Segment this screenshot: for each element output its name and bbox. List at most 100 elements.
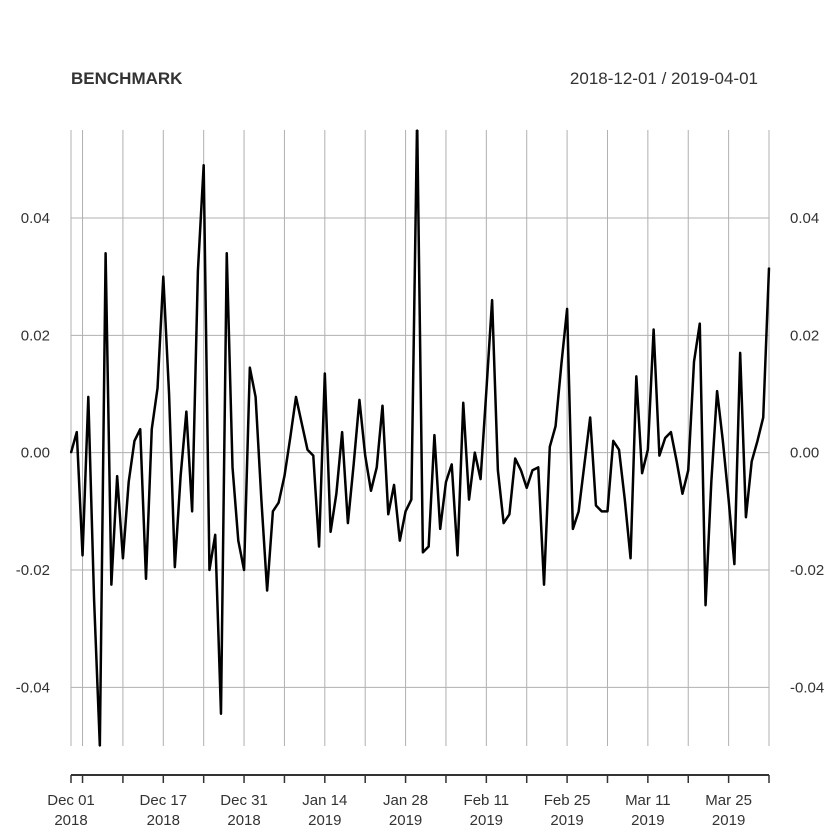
y-tick-label-left: -0.02: [16, 562, 50, 579]
x-tick-label-date: Feb 11: [464, 792, 510, 809]
data-point: [595, 504, 597, 507]
data-point: [583, 463, 586, 466]
data-point: [675, 460, 678, 463]
data-point: [214, 534, 217, 536]
data-point: [243, 569, 245, 571]
data-point: [99, 745, 101, 747]
data-point: [739, 352, 741, 354]
data-point: [750, 460, 753, 463]
data-point: [312, 454, 315, 457]
y-axis-ticks: -0.04 -0.04 -0.02 -0.02 0.00 0.00 0.02 0.02 0.04…: [16, 210, 824, 696]
y-tick-label-left: 0.02: [21, 327, 50, 344]
y-tick-label-left: 0.00: [21, 445, 50, 462]
x-tick-label-year: 2019: [712, 812, 745, 829]
data-point: [572, 528, 574, 530]
data-point: [658, 454, 661, 457]
data-point: [416, 129, 418, 131]
data-point: [543, 583, 545, 586]
data-point: [514, 457, 516, 460]
data-point: [122, 557, 124, 560]
data-point: [208, 569, 211, 571]
data-point: [560, 363, 563, 366]
data-point: [70, 451, 72, 454]
data-point: [439, 528, 441, 530]
x-tick-label-year: 2019: [470, 812, 503, 829]
x-tick-label-year: 2019: [308, 812, 341, 829]
data-point: [75, 431, 78, 433]
data-point: [410, 498, 413, 501]
data-point: [577, 510, 580, 513]
data-point: [347, 522, 349, 524]
data-point: [427, 545, 430, 548]
data-point: [150, 428, 153, 431]
data-point: [693, 360, 695, 363]
data-point: [462, 402, 465, 404]
data-point: [698, 322, 701, 325]
data-point: [318, 545, 320, 548]
data-point: [606, 510, 609, 513]
y-tick-label-left: 0.04: [21, 210, 50, 227]
x-tick-label-date: Mar 11: [625, 792, 671, 809]
data-point: [548, 446, 551, 448]
data-point: [266, 589, 268, 592]
x-tick-label-date: Dec 17: [140, 792, 188, 809]
data-point: [404, 510, 407, 513]
data-point: [352, 463, 355, 466]
data-point: [566, 308, 568, 310]
y-tick-label-right: -0.04: [790, 679, 824, 696]
data-point: [612, 440, 615, 442]
x-tick-label-date: Dec 01: [47, 792, 95, 809]
data-point: [381, 404, 384, 407]
data-point: [745, 516, 747, 518]
data-point: [727, 498, 730, 501]
data-point: [537, 466, 540, 469]
data-point: [722, 440, 724, 442]
data-point: [768, 267, 770, 269]
data-point: [704, 604, 707, 606]
data-point: [433, 434, 436, 436]
data-point: [450, 463, 453, 466]
data-point: [520, 469, 522, 472]
data-point: [185, 410, 188, 413]
data-point: [93, 598, 95, 601]
data-point: [156, 387, 159, 389]
x-tick-label-date: Mar 25: [705, 792, 752, 809]
data-point: [341, 431, 343, 433]
data-point: [81, 554, 84, 557]
data-point: [629, 557, 632, 560]
data-point: [191, 510, 193, 513]
data-point: [647, 448, 649, 451]
x-tick-label-year: 2018: [54, 812, 87, 829]
data-point: [733, 563, 736, 565]
y-tick-label-right: 0.00: [790, 445, 819, 462]
data-point: [485, 390, 488, 392]
data-point: [133, 440, 136, 442]
chart-title: BENCHMARK: [71, 69, 183, 88]
data-point: [231, 466, 234, 469]
data-point: [225, 252, 228, 254]
y-tick-label-right: 0.04: [790, 210, 819, 227]
date-range-label: 2018-12-01 / 2019-04-01: [570, 69, 758, 88]
data-point: [664, 437, 666, 439]
data-point: [681, 492, 684, 495]
data-point: [525, 487, 528, 489]
data-point: [589, 416, 591, 419]
data-point: [295, 396, 297, 398]
data-point: [145, 578, 147, 580]
data-point: [687, 469, 690, 472]
data-point: [306, 448, 309, 451]
data-point: [254, 396, 257, 398]
x-tick-label-year: 2018: [147, 812, 180, 829]
x-axis: Dec 01 2018 Dec 17 2018 Dec 31 2018 Jan 14 2019…: [47, 774, 770, 829]
data-point: [220, 712, 222, 715]
data-point: [623, 498, 626, 501]
data-point: [110, 583, 113, 586]
data-point: [652, 328, 655, 331]
data-point: [618, 448, 620, 451]
data-point: [600, 510, 603, 513]
data-point: [329, 531, 332, 533]
data-point: [260, 498, 263, 501]
data-point: [127, 481, 130, 483]
data-point: [324, 372, 326, 375]
data-point: [670, 431, 672, 433]
